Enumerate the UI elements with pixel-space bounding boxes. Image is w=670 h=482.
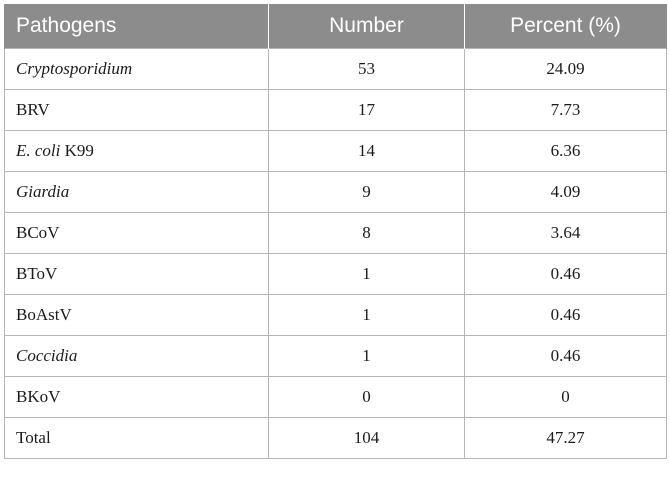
- pathogen-name-text: BKoV: [16, 387, 61, 406]
- table-row: BRV 17 7.73: [4, 89, 667, 131]
- percent-cell: 0.46: [464, 294, 667, 336]
- pathogen-name-cell: BKoV: [4, 376, 269, 418]
- pathogen-name-cell: BToV: [4, 253, 269, 295]
- number-cell: 8: [268, 212, 465, 254]
- pathogen-name-italic: Coccidia: [16, 346, 78, 365]
- pathogen-name-cell: Total: [4, 417, 269, 459]
- table-row: Total 104 47.27: [4, 417, 667, 459]
- table-row: Giardia 9 4.09: [4, 171, 667, 213]
- number-cell: 0: [268, 376, 465, 418]
- table-row: Cryptosporidium 53 24.09: [4, 48, 667, 90]
- number-cell: 53: [268, 48, 465, 90]
- percent-cell: 24.09: [464, 48, 667, 90]
- percent-cell: 7.73: [464, 89, 667, 131]
- pathogen-name-cell: BRV: [4, 89, 269, 131]
- pathogens-table: Pathogens Number Percent (%) Cryptospori…: [4, 4, 667, 459]
- table-row: BoAstV 1 0.46: [4, 294, 667, 336]
- pathogen-name-text: BToV: [16, 264, 58, 283]
- pathogen-name-cell: Giardia: [4, 171, 269, 213]
- percent-cell: 47.27: [464, 417, 667, 459]
- percent-cell: 6.36: [464, 130, 667, 172]
- table-row: BKoV 0 0: [4, 376, 667, 418]
- pathogen-name-cell: BoAstV: [4, 294, 269, 336]
- percent-cell: 0.46: [464, 253, 667, 295]
- pathogen-name-cell: BCoV: [4, 212, 269, 254]
- pathogen-name-italic: Cryptosporidium: [16, 59, 133, 78]
- table-row: BToV 1 0.46: [4, 253, 667, 295]
- number-cell: 1: [268, 335, 465, 377]
- header-number: Number: [268, 4, 465, 49]
- header-pathogens: Pathogens: [4, 4, 269, 49]
- percent-cell: 0.46: [464, 335, 667, 377]
- table-row: E. coli K99 14 6.36: [4, 130, 667, 172]
- percent-cell: 4.09: [464, 171, 667, 213]
- pathogen-name-text: K99: [60, 141, 94, 160]
- pathogen-name-cell: Coccidia: [4, 335, 269, 377]
- pathogen-name-italic: Giardia: [16, 182, 70, 201]
- pathogen-name-text: BRV: [16, 100, 50, 119]
- table-row: Coccidia 1 0.46: [4, 335, 667, 377]
- number-cell: 104: [268, 417, 465, 459]
- pathogen-name-text: BCoV: [16, 223, 60, 242]
- number-cell: 17: [268, 89, 465, 131]
- number-cell: 1: [268, 294, 465, 336]
- percent-cell: 3.64: [464, 212, 667, 254]
- pathogen-name-cell: Cryptosporidium: [4, 48, 269, 90]
- header-row: Pathogens Number Percent (%): [4, 4, 667, 49]
- pathogen-name-cell: E. coli K99: [4, 130, 269, 172]
- number-cell: 14: [268, 130, 465, 172]
- number-cell: 9: [268, 171, 465, 213]
- pathogen-name-italic: E. coli: [16, 141, 61, 160]
- pathogen-name-text: BoAstV: [16, 305, 72, 324]
- number-cell: 1: [268, 253, 465, 295]
- header-percent: Percent (%): [464, 4, 667, 49]
- percent-cell: 0: [464, 376, 667, 418]
- table-row: BCoV 8 3.64: [4, 212, 667, 254]
- pathogen-name-text: Total: [16, 428, 51, 447]
